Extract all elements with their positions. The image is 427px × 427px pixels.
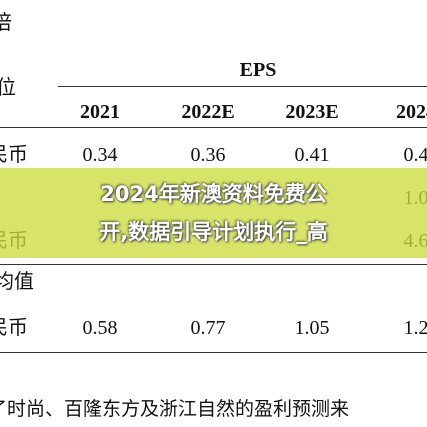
- row-header: 位: [0, 77, 16, 99]
- banner: 2024年新澳资料免费公 开,数据引导计划执行_高: [0, 168, 427, 258]
- cell: 0.58: [82, 317, 118, 339]
- footnote: 了时尚、百隆东方及浙江自然的盈利预测来: [0, 399, 350, 420]
- row-label: 人民币: [0, 317, 28, 339]
- cell: 0.41: [294, 144, 330, 166]
- year-header: 2023E: [285, 101, 339, 123]
- rule: [58, 86, 427, 87]
- cell: 0.36: [190, 144, 226, 166]
- banner-line: 2024年新澳资料免费公: [100, 182, 327, 206]
- banner-line: 开,数据引导计划执行_高: [99, 220, 328, 244]
- cell: 0.34: [82, 144, 118, 166]
- cell: 1.05: [294, 317, 330, 339]
- row-label: 人民币: [0, 144, 28, 166]
- rule: [0, 264, 427, 265]
- rule: [0, 352, 427, 353]
- unit-label: 倍: [0, 12, 12, 34]
- rule: [0, 127, 427, 128]
- cell: 0.77: [190, 317, 226, 339]
- cell: 1.2: [403, 317, 427, 339]
- row-label: 均值: [0, 271, 34, 293]
- year-header: 2022E: [181, 101, 235, 123]
- year-header: 2024: [396, 101, 427, 123]
- year-header: 2021: [80, 101, 120, 123]
- group-header: EPS: [239, 59, 277, 81]
- cell: 0.4: [403, 144, 427, 166]
